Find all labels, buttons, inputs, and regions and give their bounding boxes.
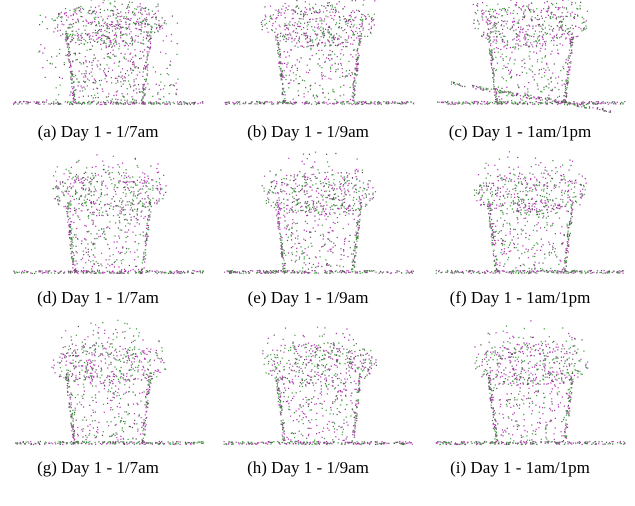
caption: (h) Day 1 - 1/9am [247,458,369,477]
point-cloud [437,0,621,111]
figure: (a) Day 1 - 1/7am (b) Day 1 - 1/9am (c) Da… [0,0,635,501]
caption: (a) Day 1 - 1/7am [38,122,159,141]
caption: (e) Day 1 - 1/9am [248,288,369,307]
point-cloud [227,0,415,105]
point-cloud [436,321,626,445]
caption: (f) Day 1 - 1am/1pm [450,288,591,307]
caption: (d) Day 1 - 1/7am [37,288,159,307]
caption: (c) Day 1 - 1am/1pm [449,122,592,141]
point-cloud [445,0,626,112]
point-cloud [15,327,190,445]
point-cloud [441,158,624,274]
point-cloud [438,152,624,274]
point-cloud [227,159,414,274]
caption: (i) Day 1 - 1am/1pm [450,458,590,477]
point-cloud [225,0,415,105]
point-cloud [15,0,195,105]
point-cloud [20,328,203,445]
point-cloud [230,154,413,274]
point-cloud [224,327,411,444]
point-cloud [13,0,203,105]
caption: (g) Day 1 - 1/7am [37,458,159,477]
point-cloud [438,333,626,444]
point-cloud [439,0,624,112]
point-cloud [436,159,624,273]
point-cloud [228,0,411,104]
point-cloud [437,326,624,444]
caption: (b) Day 1 - 1/9am [247,122,369,141]
